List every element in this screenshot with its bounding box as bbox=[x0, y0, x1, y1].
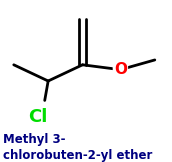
Text: O: O bbox=[114, 62, 127, 77]
Text: Methyl 3-
chlorobuten-2-yl ether: Methyl 3- chlorobuten-2-yl ether bbox=[3, 133, 153, 162]
Text: Cl: Cl bbox=[28, 108, 47, 126]
